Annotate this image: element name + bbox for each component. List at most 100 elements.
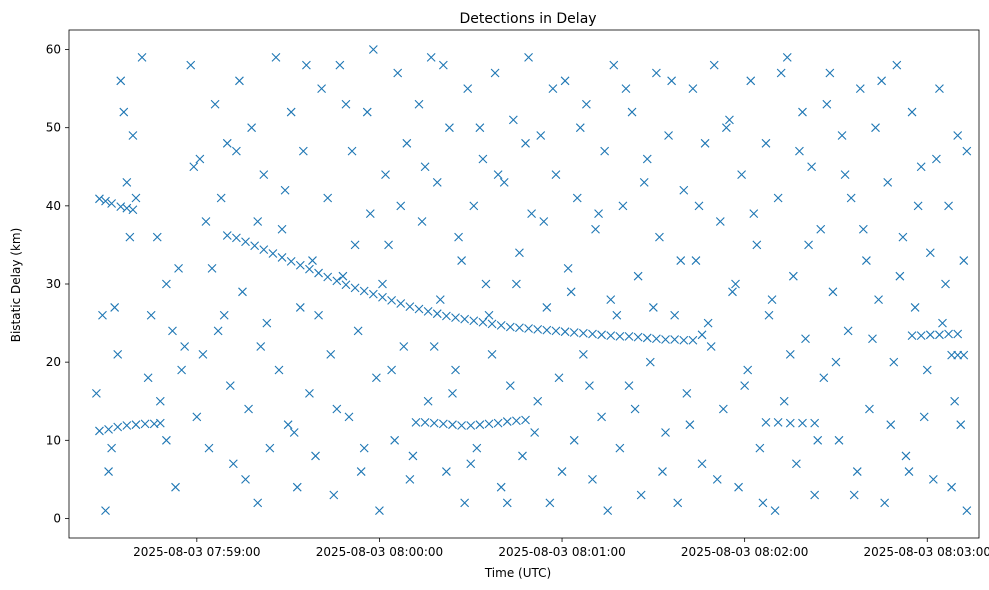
data-point-marker <box>469 201 479 211</box>
data-point-marker <box>107 199 116 208</box>
data-point-marker <box>530 428 540 437</box>
data-point-marker <box>113 422 123 432</box>
data-point-marker <box>709 60 719 70</box>
data-point-marker <box>868 334 877 344</box>
data-point-marker <box>295 260 305 270</box>
x-axis-label: Time (UTC) <box>484 566 551 580</box>
data-point-marker <box>795 146 804 156</box>
data-point-marker <box>402 138 412 148</box>
data-point-marker <box>892 60 902 70</box>
data-point-marker <box>819 373 829 383</box>
data-point-marker <box>329 490 339 500</box>
data-point-marker <box>235 76 244 86</box>
data-point-marker <box>277 253 287 262</box>
data-point-marker <box>542 303 552 312</box>
data-point-marker <box>128 205 138 215</box>
data-point-marker <box>152 232 162 242</box>
data-point-marker <box>688 84 698 94</box>
data-point-marker <box>298 146 308 156</box>
data-point-marker <box>569 328 579 337</box>
data-point-marker <box>305 389 314 398</box>
data-point-marker <box>502 498 512 508</box>
x-tick-label: 2025-08-03 08:01:00 <box>498 545 625 559</box>
data-point-marker <box>399 342 409 351</box>
data-point-marker <box>107 443 116 453</box>
data-point-marker <box>594 209 603 219</box>
data-point-marker <box>688 335 698 345</box>
data-point-marker <box>162 279 171 289</box>
data-point-marker <box>405 474 415 484</box>
data-point-marker <box>606 331 616 340</box>
data-point-marker <box>204 443 214 453</box>
data-point-marker <box>944 329 953 339</box>
data-point-marker <box>855 84 865 94</box>
data-point-marker <box>545 498 555 508</box>
data-point-marker <box>414 304 424 314</box>
data-point-marker <box>874 295 883 305</box>
data-point-marker <box>798 107 807 117</box>
data-point-marker <box>846 193 856 203</box>
data-point-marker <box>247 123 256 133</box>
data-point-marker <box>648 303 658 312</box>
data-point-marker <box>728 287 737 297</box>
data-point-marker <box>609 60 619 70</box>
data-point-marker <box>831 357 841 367</box>
data-point-marker <box>515 248 524 258</box>
data-point-marker <box>551 170 561 179</box>
x-axis-ticks: 2025-08-03 07:59:00 2025-08-03 08:00:00 20… <box>133 538 989 559</box>
data-point-marker <box>816 224 826 234</box>
data-point-marker <box>624 381 634 390</box>
data-point-marker <box>216 193 226 203</box>
data-point-marker <box>146 310 156 320</box>
data-point-marker <box>764 310 774 320</box>
data-point-marker <box>935 84 944 94</box>
data-point-marker <box>128 131 138 140</box>
data-point-marker <box>140 419 150 429</box>
data-point-marker <box>792 459 801 469</box>
data-point-marker <box>210 99 220 109</box>
data-point-marker <box>417 217 427 226</box>
y-tick-label: 30 <box>46 277 61 291</box>
data-point-marker <box>694 201 704 211</box>
data-point-marker <box>344 412 354 422</box>
data-point-marker <box>956 420 966 430</box>
y-tick-label: 0 <box>53 511 61 525</box>
data-point-marker <box>493 418 503 428</box>
data-point-marker <box>259 170 269 179</box>
data-point-marker <box>323 193 333 203</box>
data-point-marker <box>652 334 661 344</box>
data-point-marker <box>773 193 783 203</box>
data-point-marker <box>478 317 488 327</box>
data-point-marker <box>411 417 421 427</box>
data-point-marker <box>962 146 972 156</box>
data-point-marker <box>314 310 323 320</box>
data-point-marker <box>575 123 585 133</box>
data-point-marker <box>171 482 180 492</box>
data-point-marker <box>341 280 351 290</box>
data-point-marker <box>521 138 530 148</box>
data-point-marker <box>451 365 460 375</box>
data-point-marker <box>533 324 543 334</box>
data-point-marker <box>840 170 850 179</box>
data-point-marker <box>250 241 260 251</box>
data-point-marker <box>414 99 424 109</box>
data-point-marker <box>810 490 820 500</box>
data-point-marker <box>372 373 381 383</box>
data-point-marker <box>420 417 430 427</box>
data-point-marker <box>119 107 129 117</box>
data-point-marker <box>524 52 533 62</box>
data-point-marker <box>359 286 369 296</box>
data-point-marker <box>810 418 820 428</box>
y-tick-label: 50 <box>46 121 61 135</box>
data-point-marker <box>633 332 643 342</box>
data-point-marker <box>122 203 132 213</box>
data-point-marker <box>563 263 573 273</box>
data-point-marker <box>512 416 521 426</box>
data-point-marker <box>201 217 211 226</box>
x-tick-label: 2025-08-03 07:59:00 <box>133 545 260 559</box>
data-point-marker <box>438 60 448 70</box>
data-point-marker <box>597 412 606 422</box>
data-point-marker <box>788 271 798 281</box>
data-point-marker <box>420 162 430 172</box>
